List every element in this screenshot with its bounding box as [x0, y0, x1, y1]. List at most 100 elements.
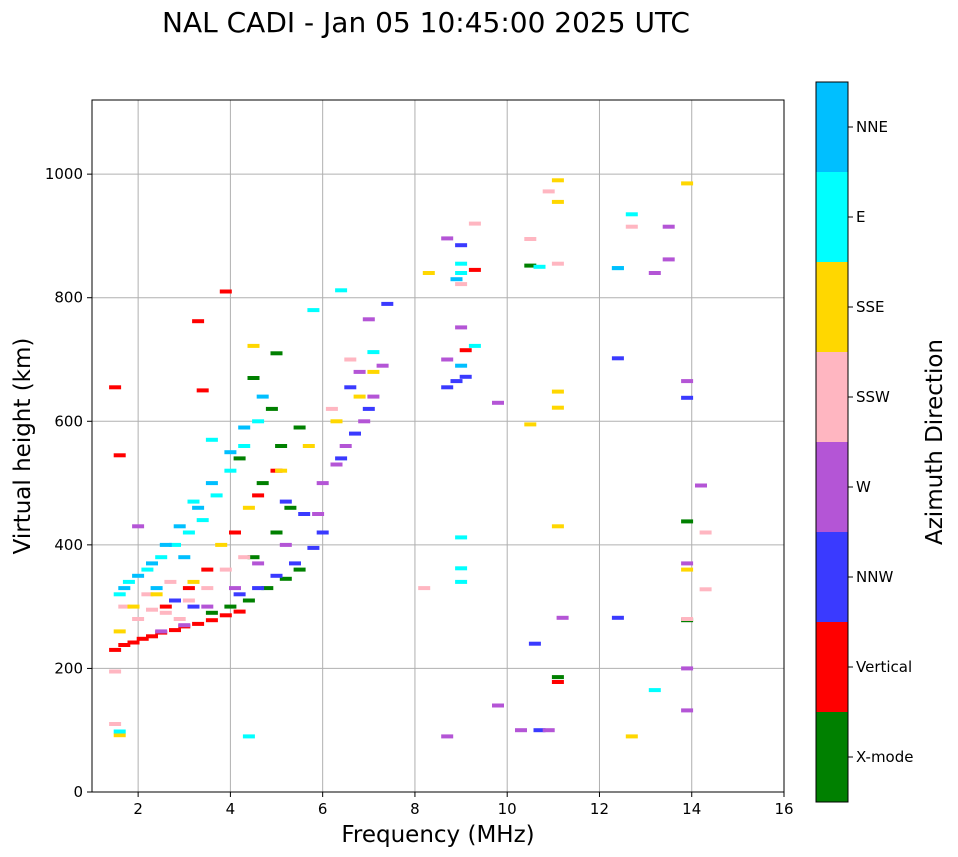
data-point	[353, 369, 366, 374]
x-tick-label: 6	[318, 800, 328, 818]
colorbar-label: Azimuth Direction	[922, 339, 948, 545]
data-point	[455, 261, 468, 266]
data-point	[455, 243, 468, 248]
series-ssw	[109, 189, 712, 726]
data-point	[468, 343, 481, 348]
data-point	[468, 267, 481, 272]
data-point	[556, 615, 569, 620]
data-point	[275, 444, 288, 448]
data-point	[192, 319, 205, 324]
data-point	[219, 567, 232, 572]
data-point	[316, 530, 329, 535]
series-nnw	[169, 243, 694, 733]
data-point	[196, 388, 209, 393]
data-point	[252, 493, 265, 498]
y-tick-label: 0	[73, 783, 83, 801]
data-point	[233, 609, 246, 614]
data-point	[551, 405, 564, 410]
data-point	[492, 400, 504, 405]
data-point	[224, 450, 237, 455]
data-point	[169, 598, 181, 603]
data-point	[224, 604, 237, 609]
chart-title: NAL CADI - Jan 05 10:45:00 2025 UTC	[162, 6, 690, 39]
data-point	[150, 592, 163, 597]
colorbar-segment-vertical	[816, 622, 848, 712]
data-point	[455, 271, 468, 275]
data-point	[362, 406, 375, 411]
x-tick-label: 16	[774, 800, 793, 818]
colorbar-tick-label: E	[856, 208, 865, 226]
data-point	[289, 561, 301, 566]
data-point	[330, 419, 343, 424]
data-point	[695, 483, 707, 488]
data-point	[293, 425, 306, 430]
data-point	[242, 598, 255, 603]
y-axis-label: Virtual height (km)	[10, 338, 36, 555]
data-point	[551, 675, 564, 680]
data-point	[611, 615, 624, 620]
data-point	[113, 729, 126, 734]
data-point	[648, 688, 661, 693]
x-tick-label: 2	[133, 800, 143, 818]
data-point	[164, 579, 177, 584]
data-point	[109, 647, 122, 652]
data-point	[459, 348, 472, 353]
data-point	[441, 385, 454, 390]
series-x-mode	[205, 263, 694, 680]
colorbar-tick-label: NNE	[856, 118, 888, 136]
data-point	[279, 499, 292, 504]
data-point	[159, 610, 172, 615]
data-point	[247, 555, 260, 560]
data-point	[109, 385, 122, 390]
data-point	[699, 587, 712, 592]
x-tick-label: 10	[498, 800, 517, 818]
colorbar-tick-label: Vertical	[856, 658, 912, 676]
x-axis-ticks: 2 4 6 8 10 12 14 16	[133, 792, 794, 818]
data-point	[524, 422, 537, 427]
data-points	[109, 178, 712, 739]
data-point	[201, 567, 214, 572]
data-point	[247, 343, 260, 348]
data-point	[178, 555, 191, 560]
y-tick-label: 400	[54, 536, 83, 554]
data-point	[681, 567, 694, 572]
data-point	[515, 728, 527, 733]
colorbar-tick-label: X-mode	[856, 748, 913, 766]
data-point	[662, 257, 675, 262]
data-point	[611, 266, 624, 271]
data-point	[349, 431, 361, 436]
data-point	[681, 395, 694, 400]
colorbar-tick-label: SSW	[856, 388, 890, 406]
data-point	[187, 499, 200, 504]
data-point	[229, 530, 241, 535]
series-nne	[118, 266, 624, 591]
data-point	[662, 224, 675, 229]
data-point	[362, 317, 375, 322]
data-point	[524, 263, 537, 268]
data-point	[192, 505, 205, 510]
colorbar-segment-nnw	[816, 532, 848, 622]
data-point	[293, 567, 306, 572]
data-point	[455, 363, 468, 368]
data-point	[450, 379, 463, 384]
data-point	[205, 618, 218, 623]
data-point	[192, 621, 205, 626]
data-point	[450, 277, 463, 282]
data-point	[215, 542, 228, 547]
data-point	[455, 282, 468, 287]
y-tick-label: 600	[54, 412, 83, 430]
data-point	[229, 586, 241, 591]
data-point	[335, 456, 348, 461]
data-point	[265, 406, 278, 411]
data-point	[141, 592, 154, 597]
data-point	[279, 542, 292, 547]
data-point	[118, 604, 131, 609]
data-point	[339, 444, 352, 448]
data-point	[358, 419, 371, 424]
data-point	[699, 530, 712, 535]
data-point	[238, 555, 251, 560]
data-point	[146, 607, 158, 612]
data-point	[173, 524, 186, 529]
data-point	[344, 385, 357, 390]
